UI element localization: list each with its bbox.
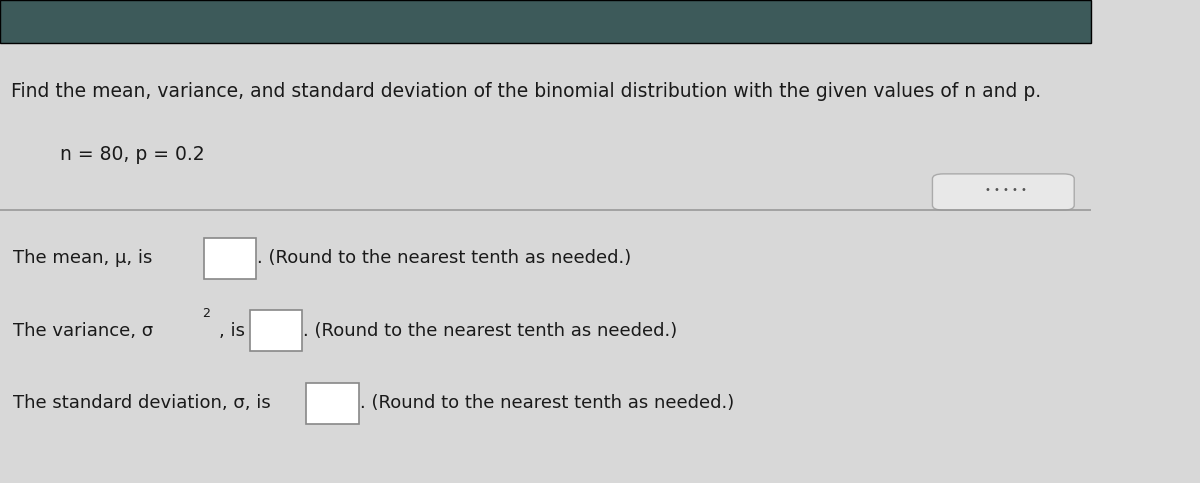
FancyBboxPatch shape [306,383,359,424]
Text: 2: 2 [202,308,210,320]
Text: • • • • •: • • • • • [984,185,1026,195]
Text: . (Round to the nearest tenth as needed.): . (Round to the nearest tenth as needed.… [257,249,631,268]
FancyBboxPatch shape [0,0,1091,43]
Text: . (Round to the nearest tenth as needed.): . (Round to the nearest tenth as needed.… [360,394,734,412]
Text: n = 80, p = 0.2: n = 80, p = 0.2 [60,145,205,164]
Text: The mean, μ, is: The mean, μ, is [13,249,152,268]
FancyBboxPatch shape [932,174,1074,210]
Text: , is: , is [220,322,245,340]
Text: . (Round to the nearest tenth as needed.): . (Round to the nearest tenth as needed.… [304,322,678,340]
FancyBboxPatch shape [250,311,302,352]
Text: Find the mean, variance, and standard deviation of the binomial distribution wit: Find the mean, variance, and standard de… [11,82,1042,101]
Text: The standard deviation, σ, is: The standard deviation, σ, is [13,394,271,412]
Text: The variance, σ: The variance, σ [13,322,154,340]
FancyBboxPatch shape [204,238,257,279]
